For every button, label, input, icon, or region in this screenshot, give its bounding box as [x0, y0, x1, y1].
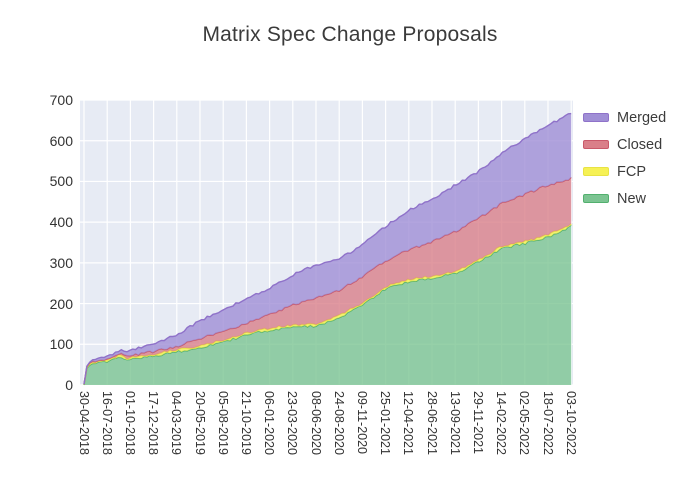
x-axis-tick-label: 29-11-2021	[470, 391, 485, 455]
x-axis-tick-label: 17-12-2018	[146, 391, 161, 455]
area-new	[84, 225, 572, 385]
legend-swatch-closed	[583, 140, 609, 149]
y-axis-tick-label: 400	[49, 214, 73, 231]
legend-label: FCP	[617, 163, 646, 180]
y-axis-tick-label: 300	[49, 254, 73, 271]
x-axis-tick-label: 18-07-2022	[540, 391, 555, 455]
y-axis-tick-label: 700	[49, 92, 73, 108]
legend-swatch-new	[583, 194, 609, 203]
legend-label: Merged	[617, 109, 667, 126]
x-axis-tick-label: 02-05-2022	[517, 391, 532, 455]
x-axis-tick-label: 04-03-2019	[169, 391, 184, 455]
y-axis-tick-label: 100	[49, 336, 73, 353]
y-axis-tick-label: 600	[49, 132, 73, 149]
chart-title: Matrix Spec Change Proposals	[202, 23, 498, 46]
area-closed	[84, 177, 572, 385]
y-axis-tick-label: 500	[49, 173, 73, 190]
x-axis-tick-label: 30-04-2018	[76, 391, 91, 455]
x-axis-tick-label: 25-01-2021	[378, 391, 393, 455]
y-axis-tick-label: 200	[49, 295, 73, 312]
x-axis-tick-label: 03-10-2022	[563, 391, 578, 455]
legend-swatch-merged	[583, 113, 609, 122]
x-axis-tick-label: 24-08-2020	[331, 391, 346, 455]
x-axis-tick-label: 16-07-2018	[99, 391, 114, 455]
line-merged	[83, 112, 572, 385]
x-axis-tick-label: 23-03-2020	[285, 391, 300, 455]
legend: Merged Closed FCP New	[583, 104, 666, 212]
x-axis-tick-label: 13-09-2021	[447, 391, 462, 455]
legend-swatch-fcp	[583, 167, 609, 176]
x-axis-tick-label: 01-10-2018	[122, 391, 137, 455]
x-axis-tick-label: 09-11-2020	[354, 391, 369, 455]
legend-item-new[interactable]: New	[583, 185, 666, 212]
x-axis-tick-label: 20-05-2019	[192, 391, 207, 455]
y-axis-tick-label: 0	[65, 377, 73, 393]
legend-label: New	[617, 190, 647, 207]
legend-item-merged[interactable]: Merged	[583, 104, 666, 131]
legend-label: Closed	[617, 136, 663, 153]
x-axis-tick-label: 05-08-2019	[215, 391, 230, 455]
x-axis-tick-label: 21-10-2019	[238, 391, 253, 455]
legend-item-fcp[interactable]: FCP	[583, 158, 666, 185]
x-axis-tick-label: 14-02-2022	[494, 391, 509, 455]
legend-item-closed[interactable]: Closed	[583, 131, 666, 158]
x-axis-tick-label: 28-06-2021	[424, 391, 439, 455]
x-axis-tick-label: 12-04-2021	[401, 391, 416, 455]
x-axis-tick-label: 06-01-2020	[262, 391, 277, 455]
x-axis-tick-label: 08-06-2020	[308, 391, 323, 455]
